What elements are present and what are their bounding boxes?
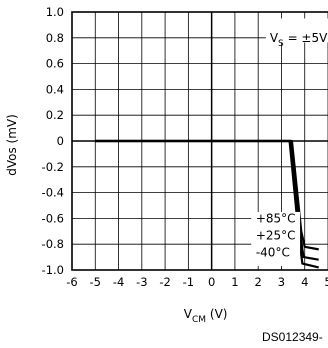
y-tick-labels: 1.0 0.8 0.6 0.4 0.2 0 -0.2 -0.4 -0.6 -0.8 -1.0 [42, 5, 64, 277]
legend-entry: +85°C [256, 211, 296, 225]
legend-entry: -40°C [256, 245, 290, 259]
y-tick-label: -0.8 [42, 237, 64, 251]
x-tick-labels: -6 -5 -4 -3 -2 -1 0 1 2 3 4 5 [66, 275, 328, 289]
x-tick-label: -6 [66, 275, 77, 289]
y-tick-label: 0.8 [46, 31, 64, 45]
series-line-2 [95, 139, 319, 269]
x-tick-label: -4 [113, 275, 124, 289]
x-tick-label: -5 [90, 275, 101, 289]
x-tick-label: -2 [159, 275, 170, 289]
condition-bg [265, 18, 328, 43]
x-tick-label: 1 [231, 275, 238, 289]
y-tick-label: 0.4 [46, 82, 64, 96]
x-axis-label: VCM (V) [184, 307, 228, 325]
series-lines [95, 139, 319, 269]
y-tick-label: 0 [57, 134, 64, 148]
condition-label: VS = ±5V [270, 31, 328, 49]
y-tick-label: -0.6 [42, 211, 64, 225]
legend-bg [251, 211, 301, 266]
legend: +85°C +25°C -40°C [251, 211, 301, 266]
x-tick-label: 3 [278, 275, 285, 289]
y-tick-label: 0.2 [46, 108, 64, 122]
legend-entry: +25°C [256, 228, 296, 242]
x-tick-label: -3 [136, 275, 147, 289]
y-tick-label: -1.0 [42, 263, 64, 277]
x-tick-label: 4 [301, 275, 308, 289]
x-tick-label: -1 [183, 275, 194, 289]
y-tick-label: -0.2 [42, 160, 64, 174]
y-tick-label: 1.0 [46, 5, 64, 19]
y-axis-label: dVos (mV) [5, 114, 19, 176]
y-tick-label: -0.4 [42, 186, 64, 200]
x-tick-label: 2 [255, 275, 262, 289]
footer-code: DS012349- [262, 330, 323, 344]
x-tick-label: 5 [324, 275, 328, 289]
x-tick-label: 0 [208, 275, 215, 289]
y-tick-label: 0.6 [46, 57, 64, 71]
